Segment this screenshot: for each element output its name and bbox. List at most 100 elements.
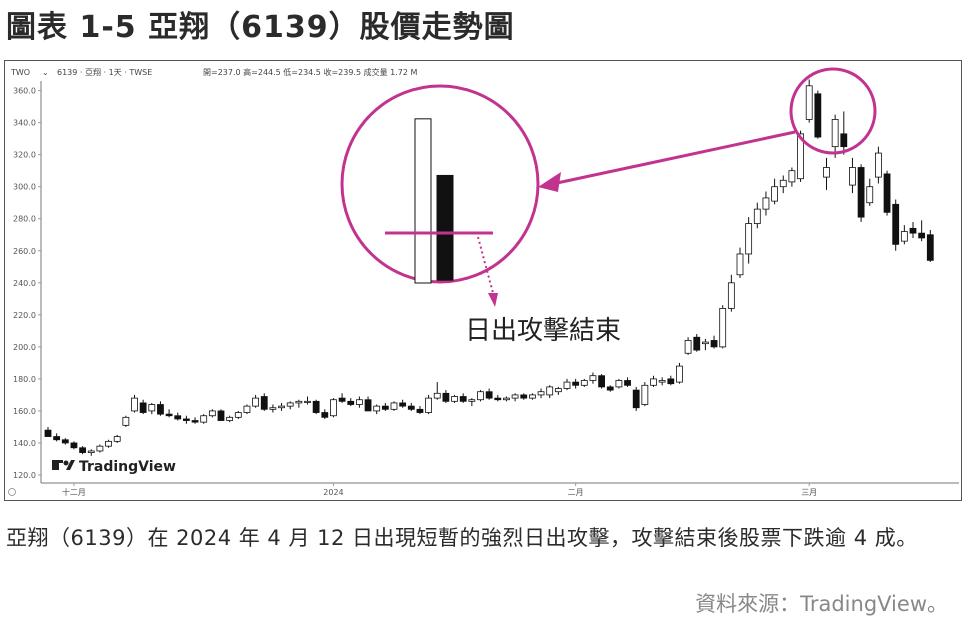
- candle: [503, 396, 510, 402]
- candle: [736, 247, 744, 278]
- annotation-text: 日出攻擊結束: [465, 316, 621, 346]
- candle-body-up: [330, 399, 337, 417]
- candle: [278, 402, 285, 411]
- candle-body-down: [165, 413, 173, 417]
- candle-body-down: [217, 410, 225, 421]
- candle: [771, 178, 778, 205]
- candle-body-down: [485, 391, 493, 399]
- candle-body-up: [278, 405, 285, 409]
- y-tick-label: 120.0: [13, 471, 36, 480]
- candle: [511, 393, 519, 402]
- candle-body-up: [295, 400, 303, 404]
- candle-body-down: [364, 399, 372, 412]
- candle-body-down: [442, 392, 450, 402]
- candle-body-up: [503, 397, 510, 401]
- candle-body-down: [79, 447, 86, 453]
- candle: [330, 398, 337, 418]
- exchange-label[interactable]: TWO: [10, 68, 30, 77]
- candle: [425, 394, 433, 415]
- candle: [693, 334, 701, 352]
- candle: [849, 157, 856, 194]
- candle-body-up: [148, 404, 156, 412]
- candle: [381, 402, 389, 411]
- candle: [355, 396, 363, 408]
- candle-body-up: [719, 308, 727, 348]
- candle: [122, 415, 130, 427]
- candle: [805, 79, 813, 123]
- y-axis-ticks: 120.0 140.0 160.0 180.0 200.0 220.0 240.0 260.0…: [13, 87, 41, 480]
- candle: [702, 338, 709, 351]
- candle: [44, 426, 52, 437]
- candle-body-up: [390, 402, 398, 410]
- candle-body-down: [61, 439, 69, 444]
- candle: [61, 438, 69, 445]
- watermark-text: TradingView: [79, 459, 176, 475]
- candle-body-down: [909, 227, 917, 234]
- candle-body-up: [477, 391, 484, 401]
- candle: [373, 404, 381, 415]
- candle-body-down: [407, 405, 415, 410]
- candle: [304, 396, 311, 405]
- candle: [459, 393, 467, 403]
- zoom-candle-body-down: [436, 174, 454, 281]
- candle: [857, 164, 865, 222]
- candle: [650, 375, 657, 387]
- candle-body-up: [676, 365, 683, 383]
- candle: [537, 388, 545, 399]
- candle: [139, 399, 147, 415]
- candle-body-down: [883, 173, 891, 213]
- x-tick-label: 二月: [568, 488, 584, 497]
- candle: [364, 396, 372, 412]
- candle-body-down: [667, 378, 675, 385]
- candle-body-up: [702, 341, 709, 345]
- candle-body-up: [580, 380, 588, 386]
- candle: [676, 362, 683, 384]
- candle: [217, 409, 225, 421]
- candle: [814, 90, 822, 139]
- candle-body-down: [459, 396, 467, 402]
- candle: [926, 229, 934, 262]
- settings-gear-icon[interactable]: [8, 488, 16, 496]
- candle-body-down: [926, 234, 934, 261]
- candle: [70, 441, 78, 450]
- candle: [451, 394, 458, 403]
- candle-body-up: [113, 436, 121, 442]
- candle: [779, 175, 787, 194]
- candle-body-down: [572, 381, 580, 386]
- candle-body-up: [805, 85, 813, 120]
- candle: [407, 402, 415, 411]
- candle-body-up: [849, 167, 856, 186]
- candle-body-down: [381, 405, 389, 410]
- candle-body-up: [373, 405, 381, 412]
- candle: [157, 401, 164, 416]
- candle-body-down: [840, 133, 848, 148]
- y-tick-label: 240.0: [13, 279, 36, 288]
- candle-body-up: [122, 416, 130, 426]
- candle-body-up: [226, 416, 234, 421]
- candle: [87, 449, 95, 456]
- candle-body-up: [537, 391, 545, 396]
- candle-body-up: [745, 223, 753, 255]
- candle: [883, 170, 891, 216]
- candle-body-up: [900, 231, 908, 242]
- chart-header: TWO ⌄ 6139 · 亞翔 · 1天 · TWSE 開=237.0 高=24…: [10, 67, 417, 77]
- candle: [598, 374, 605, 389]
- candle: [710, 335, 718, 349]
- candle: [468, 398, 476, 407]
- candle: [900, 225, 908, 245]
- candle-body-down: [260, 396, 268, 410]
- candle-body-down: [606, 386, 614, 391]
- candles-group: [44, 79, 934, 456]
- candle: [260, 393, 268, 411]
- candle: [529, 393, 536, 400]
- candle: [875, 146, 882, 184]
- candle-body-down: [70, 442, 78, 449]
- candle: [399, 399, 407, 408]
- stock-chart[interactable]: TWO ⌄ 6139 · 亞翔 · 1天 · TWSE 開=237.0 高=24…: [4, 60, 962, 501]
- symbol-label[interactable]: 6139 · 亞翔 · 1天 · TWSE: [57, 67, 152, 77]
- chevron-down-icon[interactable]: ⌄: [42, 68, 49, 77]
- candle-body-down: [598, 375, 605, 388]
- candle-body-up: [589, 375, 597, 381]
- candle: [909, 221, 917, 238]
- candle-body-down: [918, 232, 926, 239]
